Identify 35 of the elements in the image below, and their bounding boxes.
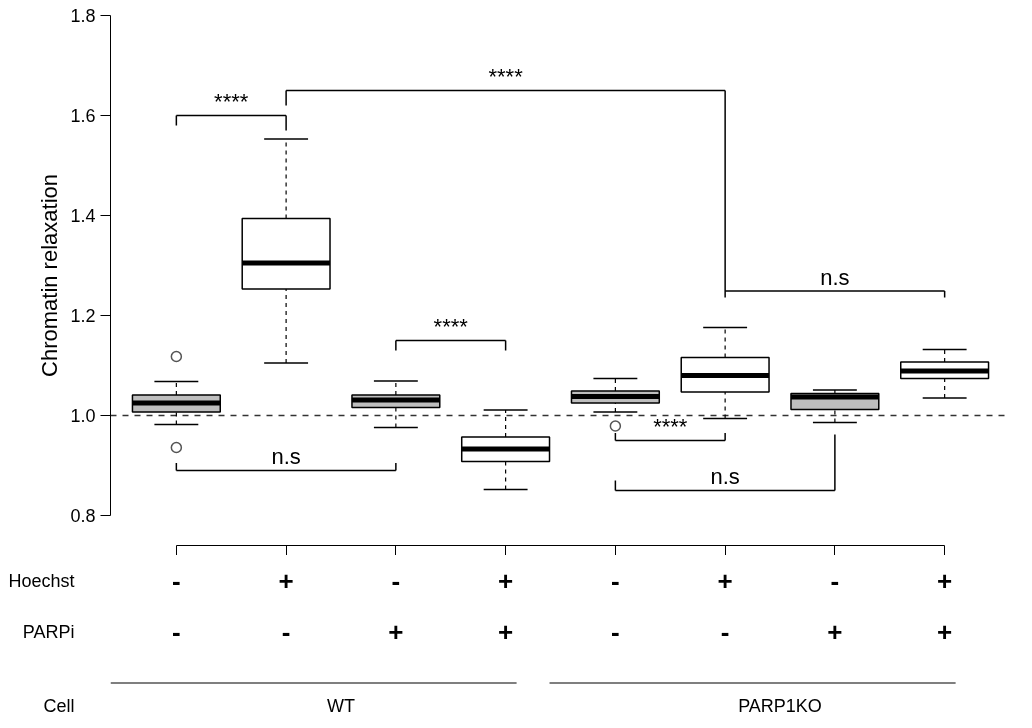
text: + [937,617,953,647]
annotation: **** [653,414,688,439]
annotation: **** [214,89,249,114]
y-axis-title: Chromatin relaxation [37,174,63,377]
y-tick-label: 1.8 [70,6,96,26]
y-tick-label: 0.8 [70,506,96,526]
text: PARPi [22,622,75,642]
text: Hoechst [8,571,75,591]
text: + [498,566,514,596]
text: + [827,617,843,647]
text: - [611,566,620,596]
text: - [830,566,840,596]
y-tick-label: 1.2 [70,306,96,326]
text: - [281,617,291,647]
text: - [172,566,181,596]
annotation: **** [488,64,524,89]
text: + [388,617,404,647]
annotation: **** [433,314,469,339]
text: - [391,566,401,596]
y-tick-label: 1.4 [70,206,96,226]
annotation: n.s [820,264,850,290]
text: + [498,617,514,647]
text: - [172,617,181,647]
text: + [278,566,294,596]
text: - [720,617,730,647]
text: Cell [43,695,75,716]
annotation: n.s [710,464,740,489]
text: PARP1KO [738,695,822,716]
text: WT [327,695,355,716]
text: - [611,617,620,647]
text: + [717,566,733,596]
annotation: n.s [271,444,301,469]
text: + [937,566,953,596]
y-tick-label: 1.6 [70,106,96,126]
y-tick-label: 1.0 [70,406,96,426]
